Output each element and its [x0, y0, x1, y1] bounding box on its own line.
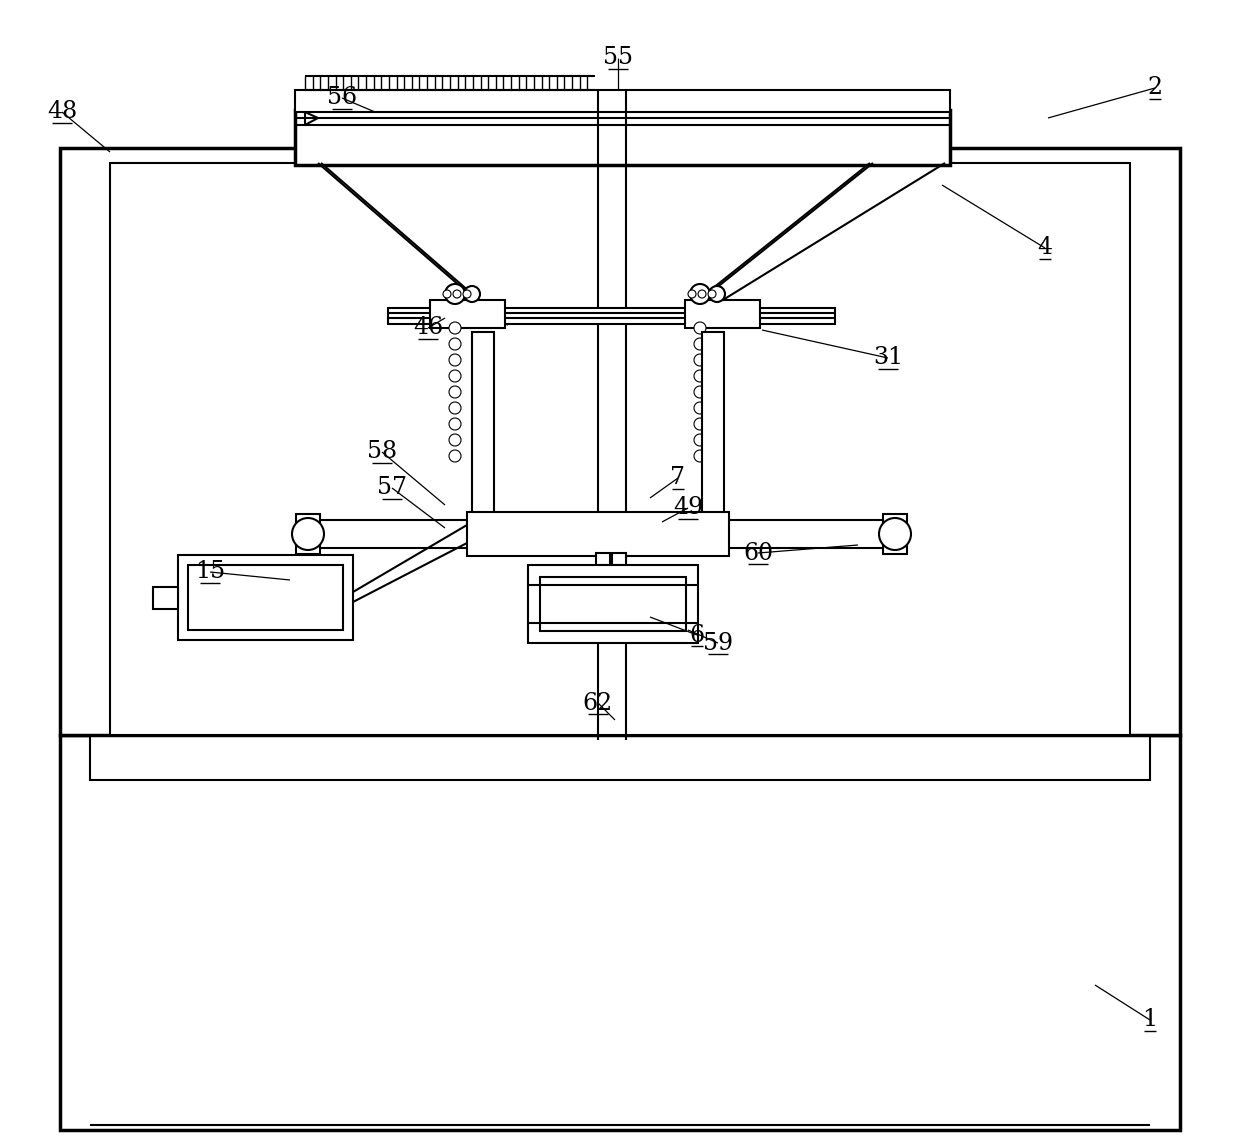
Bar — [883, 514, 906, 554]
Text: 48: 48 — [47, 101, 77, 124]
Bar — [539, 577, 686, 631]
Circle shape — [449, 402, 461, 414]
Bar — [60, 148, 1180, 734]
Circle shape — [443, 289, 451, 297]
Bar — [467, 513, 729, 556]
Circle shape — [449, 337, 461, 350]
Bar — [317, 521, 472, 548]
Text: 49: 49 — [673, 496, 703, 519]
Circle shape — [449, 321, 461, 334]
Text: 4: 4 — [1038, 237, 1053, 260]
Circle shape — [694, 434, 706, 446]
Bar — [296, 514, 320, 554]
Circle shape — [694, 337, 706, 350]
Text: 1: 1 — [1142, 1009, 1158, 1032]
Bar — [153, 587, 179, 609]
Text: 31: 31 — [873, 347, 903, 370]
Circle shape — [689, 284, 711, 304]
Circle shape — [445, 284, 465, 304]
Bar — [388, 308, 835, 324]
Circle shape — [463, 289, 471, 297]
Bar — [188, 565, 343, 630]
Bar — [295, 110, 950, 165]
Text: 58: 58 — [367, 440, 397, 463]
Bar — [179, 555, 353, 639]
Circle shape — [694, 386, 706, 398]
Circle shape — [708, 289, 715, 297]
Text: 59: 59 — [703, 631, 733, 654]
Text: 62: 62 — [583, 691, 613, 715]
Bar — [528, 565, 698, 643]
Bar — [724, 521, 885, 548]
Text: 57: 57 — [377, 477, 407, 500]
Circle shape — [709, 286, 725, 302]
Text: 15: 15 — [195, 561, 226, 583]
Text: 7: 7 — [671, 467, 686, 490]
Circle shape — [464, 286, 480, 302]
Bar — [472, 332, 494, 547]
Circle shape — [449, 450, 461, 462]
Bar — [430, 300, 505, 328]
Bar — [702, 332, 724, 547]
Circle shape — [449, 353, 461, 366]
Circle shape — [449, 418, 461, 430]
Circle shape — [698, 289, 706, 297]
Text: 46: 46 — [413, 317, 443, 340]
Circle shape — [694, 418, 706, 430]
Circle shape — [449, 386, 461, 398]
Bar — [596, 553, 610, 565]
Text: 56: 56 — [327, 87, 357, 110]
Text: 55: 55 — [603, 47, 632, 70]
Bar — [684, 300, 760, 328]
Circle shape — [879, 518, 911, 550]
Bar — [613, 553, 626, 565]
Text: 6: 6 — [689, 623, 704, 646]
Bar — [110, 162, 1130, 734]
Circle shape — [449, 370, 461, 382]
Circle shape — [688, 289, 696, 297]
Circle shape — [694, 370, 706, 382]
Circle shape — [694, 402, 706, 414]
Bar — [295, 90, 950, 112]
Bar — [60, 734, 1180, 1130]
Bar — [91, 734, 1149, 780]
Circle shape — [694, 321, 706, 334]
Circle shape — [291, 518, 324, 550]
Circle shape — [453, 289, 461, 297]
Text: 60: 60 — [743, 541, 773, 564]
Circle shape — [449, 434, 461, 446]
Circle shape — [694, 450, 706, 462]
Text: 2: 2 — [1147, 77, 1163, 100]
Circle shape — [694, 353, 706, 366]
